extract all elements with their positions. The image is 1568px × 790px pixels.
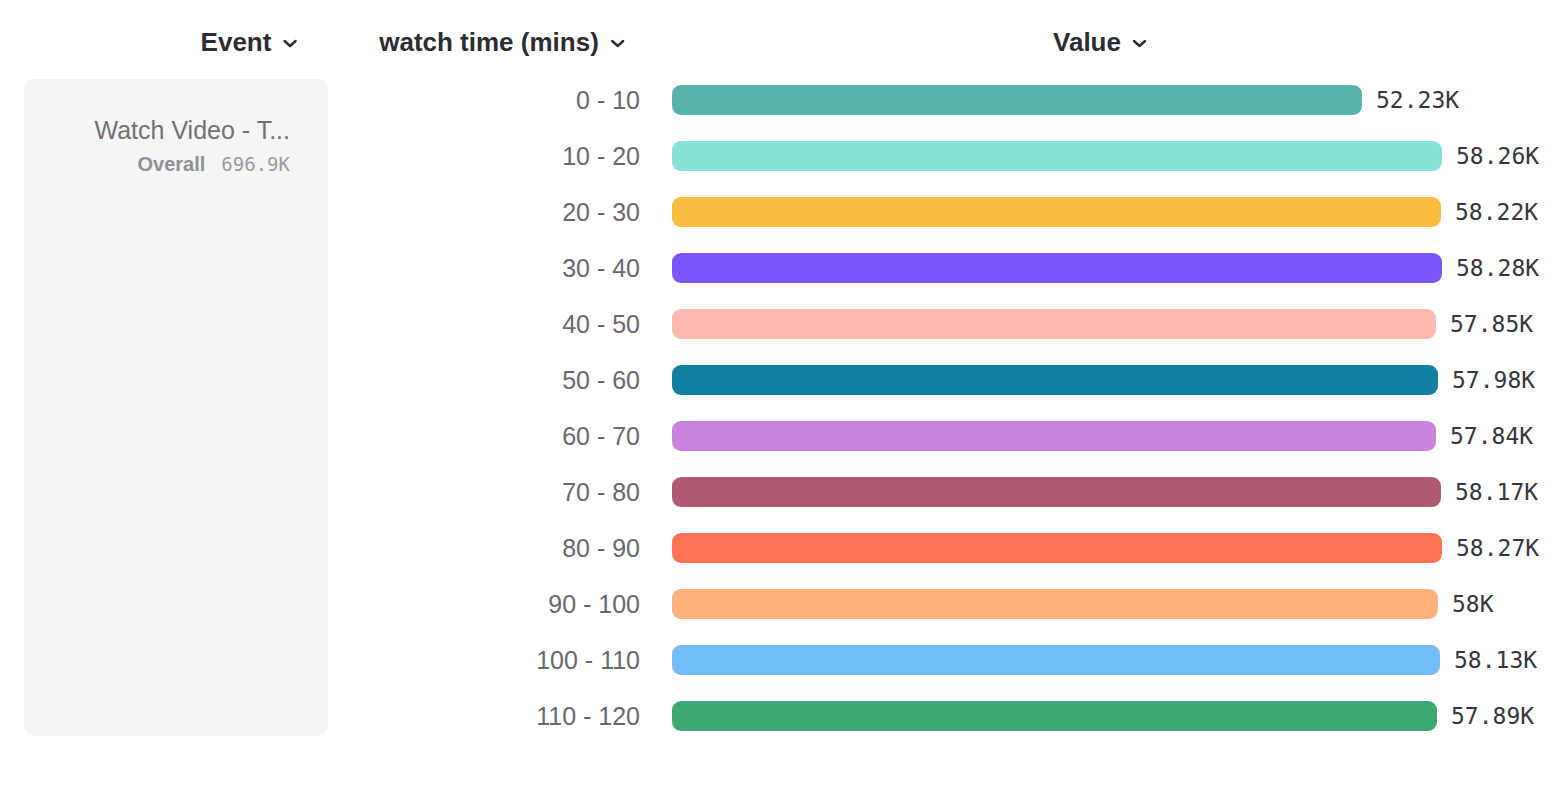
bar[interactable] <box>672 533 1442 563</box>
bar-chart: 0 - 10 52.23K 10 - 20 58.26K 20 - 30 58.… <box>0 72 1568 744</box>
bar-category-label: 60 - 70 <box>420 422 640 451</box>
bar-row: 70 - 80 58.17K <box>0 464 1568 520</box>
bar-category-label: 30 - 40 <box>420 254 640 283</box>
bar-row: 100 - 110 58.13K <box>0 632 1568 688</box>
bar-category-label: 110 - 120 <box>420 702 640 731</box>
breakdown-column-label: watch time (mins) <box>379 27 599 58</box>
bar-row: 60 - 70 57.84K <box>0 408 1568 464</box>
bar[interactable] <box>672 309 1436 339</box>
bar[interactable] <box>672 197 1441 227</box>
bar-value-label: 58.17K <box>1455 479 1538 505</box>
bar[interactable] <box>672 85 1362 115</box>
value-column-dropdown[interactable]: Value <box>1053 26 1147 58</box>
bar-row: 80 - 90 58.27K <box>0 520 1568 576</box>
bar-category-label: 20 - 30 <box>420 198 640 227</box>
bar-row: 40 - 50 57.85K <box>0 296 1568 352</box>
bar-value-label: 57.89K <box>1451 703 1534 729</box>
chevron-down-icon <box>282 36 297 48</box>
bar-row: 20 - 30 58.22K <box>0 184 1568 240</box>
bar-row: 50 - 60 57.98K <box>0 352 1568 408</box>
bar-row: 10 - 20 58.26K <box>0 128 1568 184</box>
chevron-down-icon <box>610 36 625 48</box>
bar-category-label: 50 - 60 <box>420 366 640 395</box>
bar-value-label: 58.13K <box>1454 647 1537 673</box>
bar[interactable] <box>672 253 1442 283</box>
bar-category-label: 0 - 10 <box>420 86 640 115</box>
bar-value-label: 57.84K <box>1450 423 1533 449</box>
bar-value-label: 57.98K <box>1452 367 1535 393</box>
bar-value-label: 52.23K <box>1376 87 1459 113</box>
bar-value-label: 57.85K <box>1450 311 1533 337</box>
bar-row: 0 - 10 52.23K <box>0 72 1568 128</box>
value-column-label: Value <box>1053 27 1121 58</box>
bar[interactable] <box>672 701 1437 731</box>
bar[interactable] <box>672 645 1440 675</box>
bar-row: 110 - 120 57.89K <box>0 688 1568 744</box>
bar-category-label: 40 - 50 <box>420 310 640 339</box>
event-column-label: Event <box>201 27 272 58</box>
bar[interactable] <box>672 589 1438 619</box>
bar-value-label: 58.22K <box>1455 199 1538 225</box>
bar[interactable] <box>672 477 1441 507</box>
bar-value-label: 58K <box>1452 591 1494 617</box>
event-column-dropdown[interactable]: Event <box>201 26 298 58</box>
bar-category-label: 90 - 100 <box>420 590 640 619</box>
bar-row: 90 - 100 58K <box>0 576 1568 632</box>
bar[interactable] <box>672 421 1436 451</box>
bar-category-label: 80 - 90 <box>420 534 640 563</box>
bar-value-label: 58.27K <box>1456 535 1539 561</box>
chevron-down-icon <box>1132 36 1147 48</box>
bar-value-label: 58.28K <box>1456 255 1539 281</box>
bar[interactable] <box>672 365 1438 395</box>
bar-category-label: 70 - 80 <box>420 478 640 507</box>
bar-category-label: 10 - 20 <box>420 142 640 171</box>
bar-row: 30 - 40 58.28K <box>0 240 1568 296</box>
bar-value-label: 58.26K <box>1456 143 1539 169</box>
breakdown-column-dropdown[interactable]: watch time (mins) <box>379 26 625 58</box>
bar-category-label: 100 - 110 <box>420 646 640 675</box>
bar[interactable] <box>672 141 1442 171</box>
